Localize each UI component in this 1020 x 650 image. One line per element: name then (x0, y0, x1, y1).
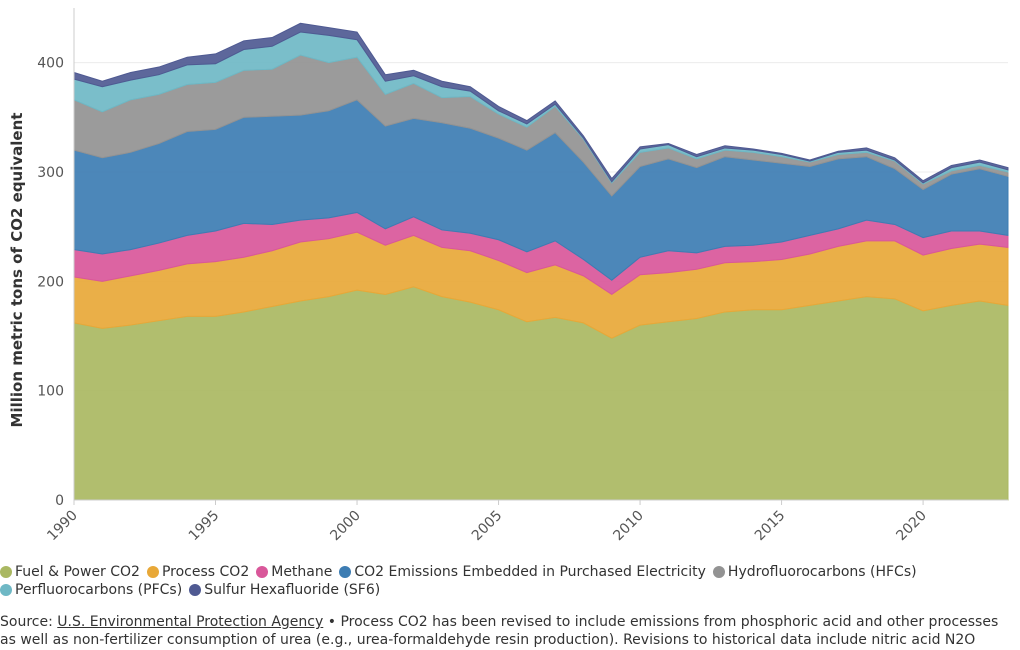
source-label: Source: (0, 614, 53, 630)
legend-label: Fuel & Power CO2 (15, 564, 140, 580)
x-tick-label: 2015 (752, 508, 789, 545)
area (73, 22, 1009, 184)
legend-item[interactable]: Sulfur Hexafluoride (SF6) (189, 581, 380, 599)
legend-swatch (189, 584, 202, 596)
legend-swatch (146, 566, 159, 578)
source: Source: U.S. Environmental Protection Ag… (0, 613, 1015, 649)
x-tick-label: 2020 (893, 508, 930, 545)
legend-swatch (256, 566, 269, 578)
legend-swatch (0, 584, 12, 596)
chart: Million metric tons of CO2 equivalent 01… (8, 8, 1009, 545)
note: • Process CO2 has been revised to includ… (0, 614, 999, 648)
legend-item[interactable]: Methane (256, 563, 332, 581)
y-tick-label: 200 (37, 274, 64, 290)
x-tick-label: 1995 (186, 508, 223, 545)
legend-item[interactable]: Fuel & Power CO2 (0, 563, 140, 581)
legend-swatch (0, 566, 12, 578)
y-axis-label: Million metric tons of CO2 equivalent (8, 113, 26, 428)
x-tick-label: 2000 (327, 508, 364, 545)
x-tick-label: 2005 (469, 508, 506, 545)
legend-swatch (712, 566, 725, 578)
y-tick-label: 0 (55, 493, 64, 509)
legend-item[interactable]: Perfluorocarbons (PFCs) (0, 581, 182, 599)
legend-swatch (339, 566, 352, 578)
y-tick-label: 300 (37, 165, 64, 181)
source-link[interactable]: U.S. Environmental Protection Agency (57, 614, 324, 630)
legend: Fuel & Power CO2 Process CO2 Methane CO2 Em… (0, 563, 1015, 599)
legend-item[interactable]: Hydrofluorocarbons (HFCs) (712, 563, 917, 581)
y-tick-label: 100 (37, 384, 64, 400)
y-tick-label: 400 (37, 56, 64, 72)
legend-label: Process CO2 (161, 564, 250, 580)
x-tick-label: 1990 (44, 508, 81, 545)
legend-label: Perfluorocarbons (PFCs) (15, 582, 183, 598)
legend-label: CO2 Emissions Embedded in Purchased Elec… (354, 564, 706, 580)
legend-label: Hydrofluorocarbons (HFCs) (727, 564, 917, 580)
legend-label: Methane (271, 564, 333, 580)
legend-item[interactable]: Process CO2 (146, 563, 250, 581)
legend-item[interactable]: CO2 Emissions Embedded in Purchased Elec… (339, 563, 706, 581)
legend-label: Sulfur Hexafluoride (SF6) (204, 582, 381, 598)
x-tick-label: 2010 (610, 508, 647, 545)
